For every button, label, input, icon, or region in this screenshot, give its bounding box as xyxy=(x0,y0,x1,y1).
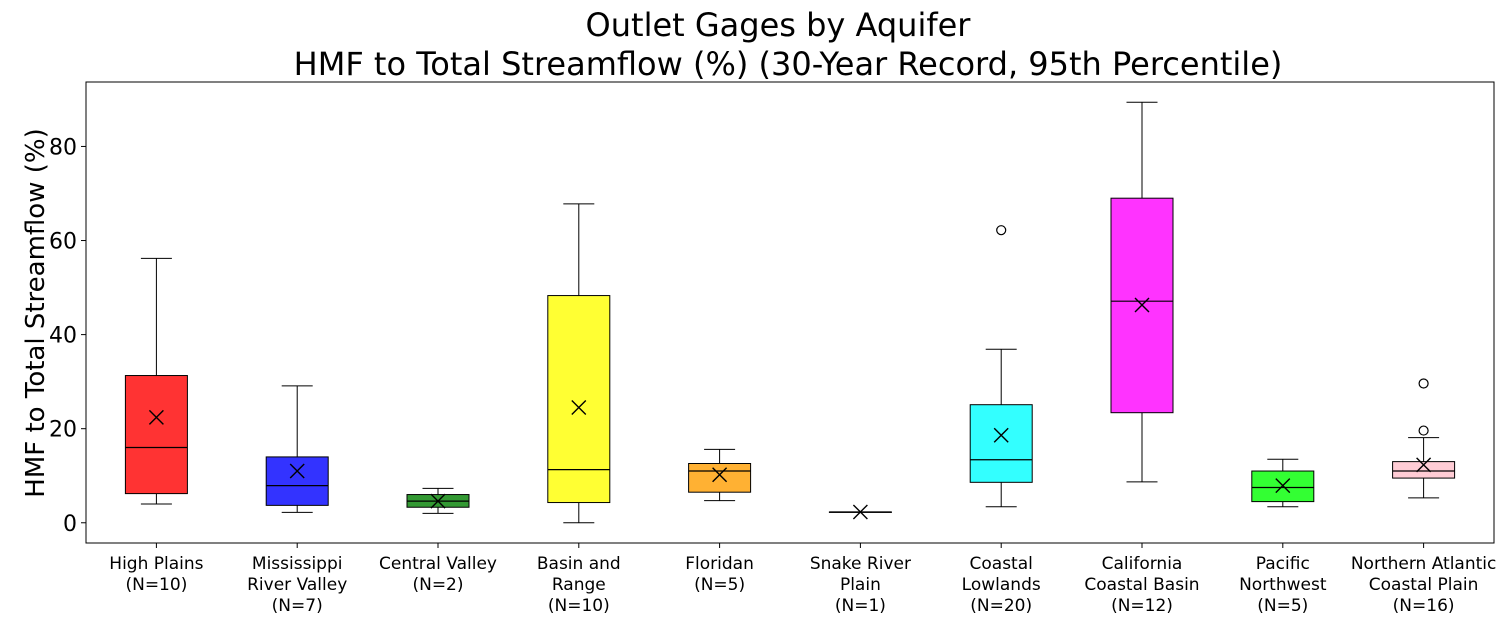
box-1-iqr-box xyxy=(265,456,329,506)
box-4-iqr-box xyxy=(688,463,752,493)
box-8-mean-marker xyxy=(1275,478,1291,494)
y-tick-label-60: 60 xyxy=(49,230,77,255)
y-tick-label-20: 20 xyxy=(49,418,77,443)
x-tick-label-8-line-2: (N=5) xyxy=(1257,596,1308,616)
box-6-iqr-box xyxy=(969,404,1033,483)
x-tick-label-7-line-1: Coastal Basin xyxy=(1084,575,1199,595)
x-tick-label-7-line-0: California xyxy=(1102,554,1183,574)
x-tick-label-2-line-1: (N=2) xyxy=(412,575,463,595)
y-tick-label-40: 40 xyxy=(49,324,77,349)
x-tick-label-6-line-1: Lowlands xyxy=(962,575,1041,595)
x-tick-label-4-line-0: Floridan xyxy=(685,554,754,574)
x-tick-label-9-line-0: Northern Atlantic xyxy=(1351,554,1497,574)
y-axis-label: HMF to Total Streamflow (%) xyxy=(21,128,51,497)
x-tick-label-3-line-1: Range xyxy=(552,575,606,595)
box-6-mean-marker xyxy=(993,427,1009,443)
box-2-mean-marker xyxy=(430,493,446,509)
box-3-mean-marker xyxy=(571,400,587,416)
x-tick-label-4-line-1: (N=5) xyxy=(694,575,745,595)
box-6-outlier-0 xyxy=(996,225,1007,236)
box-9-outlier-0 xyxy=(1418,425,1429,436)
box-3-iqr-box xyxy=(547,295,611,504)
x-tick-label-9-line-2: (N=16) xyxy=(1393,596,1455,616)
x-tick-label-0-line-1: (N=10) xyxy=(125,575,187,595)
x-tick-label-0-line-0: High Plains xyxy=(109,554,203,574)
x-tick-label-1-line-1: River Valley xyxy=(247,575,347,595)
x-tick-label-1-line-0: Mississippi xyxy=(252,554,343,574)
x-tick-label-6-line-0: Coastal xyxy=(970,554,1033,574)
x-tick-label-9-line-1: Coastal Plain xyxy=(1369,575,1479,595)
x-tick-label-5-line-2: (N=1) xyxy=(835,596,886,616)
x-tick-label-2-line-0: Central Valley xyxy=(379,554,497,574)
x-tick-label-8-line-0: Pacific xyxy=(1256,554,1310,574)
box-9-iqr-box xyxy=(1392,461,1456,479)
box-0-mean-marker xyxy=(148,409,164,425)
chart-title-line2: HMF to Total Streamflow (%) (30-Year Rec… xyxy=(294,45,1283,83)
x-tick-label-3-line-2: (N=10) xyxy=(548,596,610,616)
x-tick-label-5-line-1: Plain xyxy=(840,575,881,595)
chart-title-line1: Outlet Gages by Aquifer xyxy=(586,6,972,44)
box-0-iqr-box xyxy=(124,375,188,495)
x-tick-label-5-line-0: Snake River xyxy=(810,554,911,574)
x-tick-label-7-line-2: (N=12) xyxy=(1111,596,1173,616)
box-1-mean-marker xyxy=(289,463,305,479)
box-5-mean-marker xyxy=(852,504,868,520)
y-tick-label-0: 0 xyxy=(63,512,77,537)
x-tick-label-6-line-2: (N=20) xyxy=(970,596,1032,616)
y-tick-label-80: 80 xyxy=(49,135,77,160)
box-9-outlier-1 xyxy=(1418,378,1429,389)
x-tick-label-3-line-0: Basin and xyxy=(537,554,621,574)
x-tick-label-1-line-2: (N=7) xyxy=(272,596,323,616)
x-tick-label-8-line-1: Northwest xyxy=(1239,575,1327,595)
box-4-mean-marker xyxy=(712,467,728,483)
box-9-mean-marker xyxy=(1416,457,1432,473)
box-7-mean-marker xyxy=(1134,297,1150,313)
axes-frame xyxy=(85,81,1495,544)
